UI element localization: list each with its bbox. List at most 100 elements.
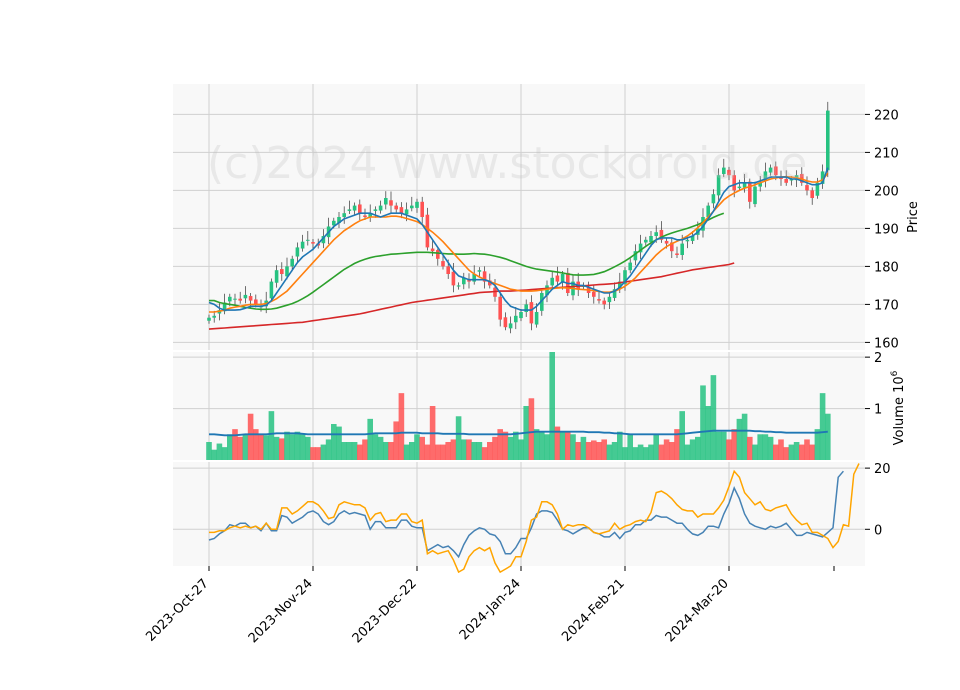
volume-bar: [414, 434, 420, 460]
candle-body: [618, 281, 622, 289]
volume-bar: [705, 406, 711, 460]
volume-bar: [497, 429, 503, 460]
volume-bar: [325, 439, 332, 460]
candle-body: [456, 285, 461, 287]
volume-bar: [747, 436, 753, 460]
volume-bar: [393, 421, 399, 460]
candle-body: [633, 251, 638, 261]
indicator-lines: [208, 167, 860, 574]
volume-bar: [284, 431, 290, 460]
volume-bar: [211, 449, 217, 460]
candle-body: [597, 299, 601, 301]
volume-bar: [320, 444, 327, 460]
candle-body: [378, 205, 383, 211]
candle-body: [222, 302, 227, 312]
volume-bar: [357, 444, 363, 460]
volume-bar: [601, 439, 607, 460]
volume-bar: [409, 442, 415, 460]
y-tick-label: 1: [874, 403, 882, 418]
candle-body: [508, 323, 513, 329]
volume-bar: [710, 375, 717, 460]
candle-body: [524, 304, 528, 312]
volume-bar: [466, 439, 472, 460]
x-tick-label: 2024-Mar-20: [663, 576, 732, 645]
volume-bar: [736, 418, 743, 460]
candle-body: [560, 274, 565, 283]
volume-bar: [237, 436, 243, 460]
candle-body: [347, 209, 352, 211]
volume-bar: [294, 431, 301, 460]
volume-bar: [580, 436, 587, 460]
volume-bar: [539, 431, 545, 460]
candle-body: [441, 261, 445, 267]
volume-bar: [518, 439, 524, 460]
volume-bar: [606, 444, 613, 460]
candle-body: [384, 198, 388, 205]
volume-bar: [227, 434, 233, 460]
volume-bar: [767, 436, 774, 460]
y-tick-label: 170: [874, 298, 899, 313]
candle-body: [269, 281, 274, 299]
candle-body: [607, 296, 612, 303]
y-tick-label: 20: [874, 462, 891, 477]
osc_b-line: [209, 463, 860, 574]
candle-body: [768, 167, 773, 173]
candle-body: [545, 285, 549, 296]
volume-bar: [362, 439, 368, 460]
volume-bar: [336, 426, 342, 460]
watermark: (c)2024 www.stockdroid.de: [207, 138, 807, 189]
volume-bar: [367, 418, 373, 460]
volume-bar: [502, 431, 509, 460]
volume-axis-label: Volume 106: [890, 370, 907, 445]
candle-body: [727, 169, 731, 176]
candle-body: [488, 280, 492, 286]
volume-bar: [773, 444, 779, 460]
candle-body: [207, 317, 211, 321]
candle-body: [716, 175, 721, 196]
candle-body: [285, 266, 289, 277]
volume-bar: [341, 442, 347, 460]
volume-bar: [570, 434, 576, 460]
x-tick-label: 2023-Nov-24: [246, 576, 316, 646]
volume-bar: [804, 439, 810, 460]
candle-body: [451, 271, 456, 286]
candle-body: [592, 291, 596, 297]
volume-bar: [632, 447, 639, 460]
candle-body: [248, 296, 253, 301]
volume-bar: [637, 444, 644, 460]
volume-bar: [232, 429, 238, 460]
volume-bar: [310, 447, 316, 460]
candle-body: [748, 181, 752, 202]
volume-bar: [559, 431, 566, 460]
volume-bar: [591, 440, 597, 460]
volume-bar: [383, 442, 389, 460]
volume-bar: [471, 442, 477, 460]
candle-body: [711, 194, 716, 204]
y-tick-label: 200: [874, 184, 899, 199]
volume-bar: [819, 393, 826, 460]
candle-body: [410, 205, 414, 209]
candle-body: [805, 185, 809, 191]
candle-body: [394, 205, 398, 210]
candle-body: [732, 175, 736, 191]
candle-body: [810, 190, 814, 198]
candle-body: [529, 302, 534, 324]
volume-bar: [279, 438, 285, 460]
volume-bar: [221, 447, 228, 460]
volume-bar: [554, 426, 561, 460]
price-axis-label: Price: [906, 201, 921, 233]
candle-body: [675, 253, 679, 255]
candle-body: [306, 239, 310, 241]
candle-body: [498, 296, 502, 320]
candle-body: [706, 205, 710, 217]
ma-slow-line: [209, 212, 725, 311]
volume-bar: [487, 442, 493, 460]
candle-body: [472, 274, 476, 282]
volume-bar: [585, 442, 592, 460]
volume-bar: [492, 436, 498, 460]
volume-bar: [299, 434, 306, 460]
ma-fast-line: [208, 167, 829, 311]
volume-bar: [788, 444, 795, 460]
volume-bar: [289, 434, 295, 460]
